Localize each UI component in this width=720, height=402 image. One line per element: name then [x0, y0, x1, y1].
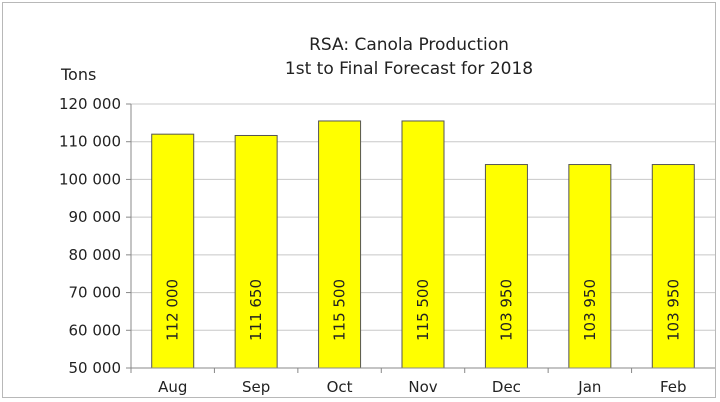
x-axis-ticks: Aug Sep Oct Nov Dec Jan Feb: [130, 368, 687, 396]
x-tick-label: Aug: [158, 378, 187, 396]
bar: [401, 120, 445, 369]
chart-title: RSA: Canola Production: [309, 35, 509, 55]
data-label: 115 500: [331, 279, 349, 341]
bars: 112 000 111 650 115 500 115 500 103 950 103 9…: [151, 120, 695, 369]
bar: [651, 164, 695, 369]
x-tick-label: Jan: [577, 378, 601, 396]
x-tick-label: Feb: [660, 378, 687, 396]
y-tick-label: 50 000: [69, 359, 122, 377]
y-tick-label: 110 000: [59, 133, 121, 151]
data-label: 112 000: [164, 279, 182, 341]
y-tick-label: 100 000: [59, 170, 121, 188]
y-tick-label: 80 000: [69, 246, 122, 264]
chart-subtitle: 1st to Final Forecast for 2018: [285, 59, 533, 79]
data-label: 115 500: [414, 279, 432, 341]
x-tick-label: Dec: [492, 378, 521, 396]
data-label: 103 950: [581, 279, 599, 341]
bar-chart: RSA: Canola Production 1st to Final Fore…: [59, 35, 715, 396]
data-label: 111 650: [247, 279, 265, 341]
y-axis-ticks: 50 000 60 000 70 000 80 000 90 000 100 000 110…: [59, 95, 131, 377]
bar: [151, 133, 195, 369]
data-label: 103 950: [497, 279, 515, 341]
x-tick-label: Sep: [242, 378, 270, 396]
y-axis-label: Tons: [60, 65, 96, 84]
y-tick-label: 60 000: [69, 321, 122, 339]
bar: [318, 120, 362, 369]
y-tick-label: 70 000: [69, 284, 122, 302]
x-tick-label: Nov: [408, 378, 437, 396]
chart-frame: RSA: Canola Production 1st to Final Fore…: [2, 2, 716, 398]
x-tick-label: Oct: [327, 378, 353, 396]
bar: [234, 134, 278, 369]
data-label: 103 950: [664, 279, 682, 341]
y-tick-label: 120 000: [59, 95, 121, 113]
y-tick-label: 90 000: [69, 208, 122, 226]
